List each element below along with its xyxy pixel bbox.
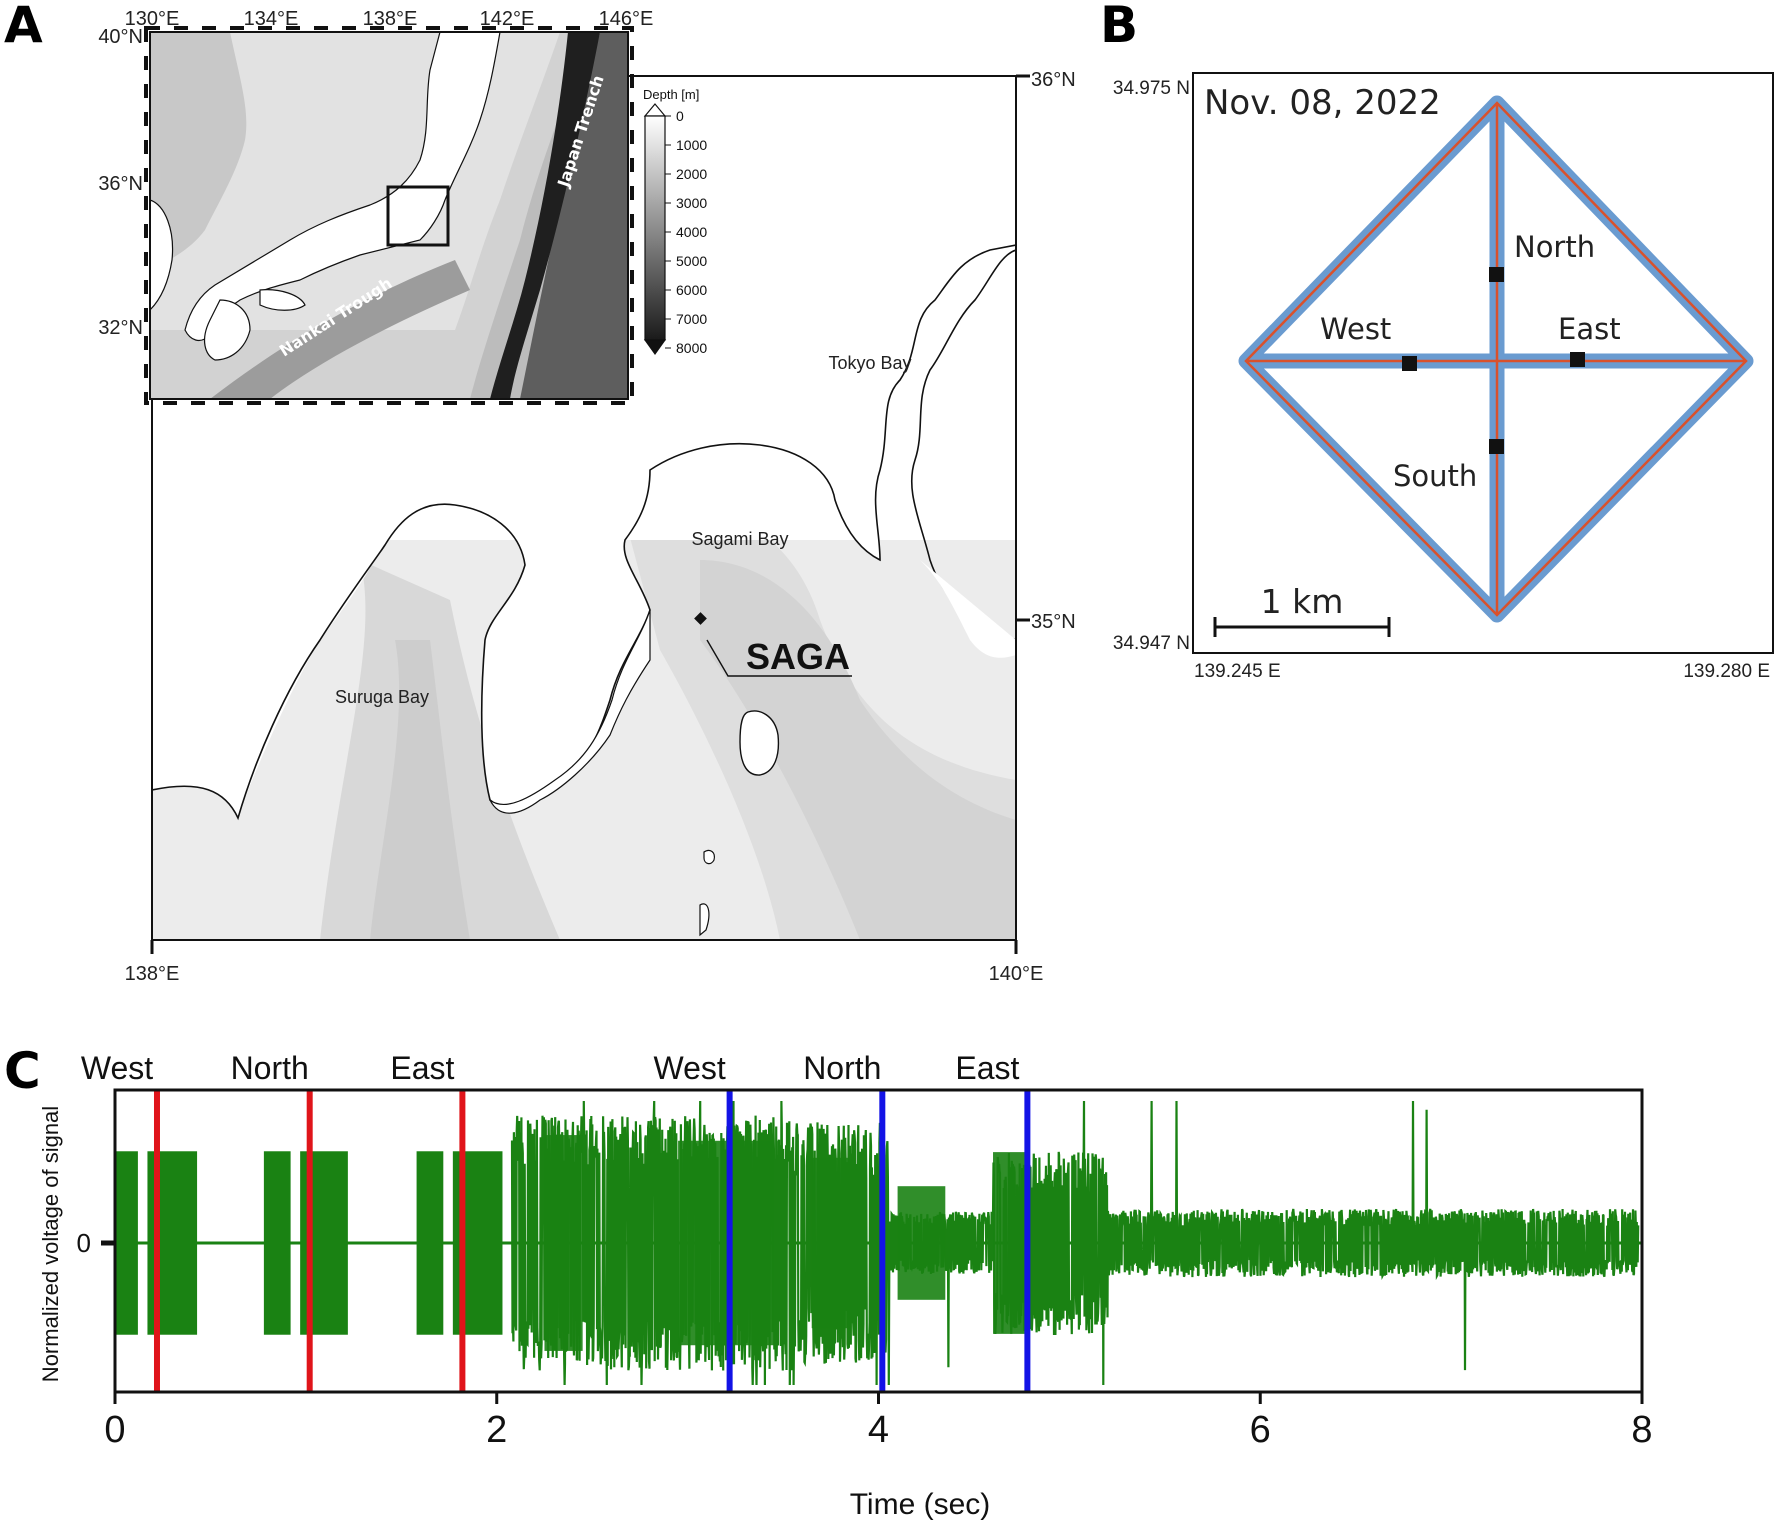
depth-legend-value: 6000 bbox=[676, 282, 707, 298]
marker-label: East bbox=[955, 1050, 1019, 1086]
main-lon-140: 140°E bbox=[989, 963, 1044, 985]
signal-block bbox=[544, 1135, 583, 1351]
scale-bar-label: 1 km bbox=[1261, 582, 1344, 621]
west-station-label: West bbox=[1320, 312, 1391, 346]
tokyo-bay-label: Tokyo Bay bbox=[828, 353, 911, 373]
lon-right: 139.280 E bbox=[1683, 661, 1770, 682]
signal-block bbox=[897, 1186, 946, 1300]
panel-b: B Nov. 08, 2022 34.975 N 34.947 N 139.24… bbox=[1100, 0, 1774, 682]
scale-bar bbox=[1213, 617, 1391, 637]
lat-top: 34.975 N bbox=[1113, 78, 1190, 99]
marker-label: North bbox=[803, 1050, 881, 1086]
west-station-marker bbox=[1402, 356, 1417, 371]
suruga-bay-label: Suruga Bay bbox=[335, 687, 429, 707]
signal-block bbox=[678, 1140, 774, 1346]
main-lat-36: 36°N bbox=[1031, 69, 1076, 91]
inset-lat-32: 32°N bbox=[98, 317, 143, 339]
station-markers: West North East West North East bbox=[81, 1050, 1031, 1392]
x-axis-label: Time (sec) bbox=[850, 1488, 991, 1521]
south-station-label: South bbox=[1393, 459, 1477, 493]
station-label: SAGA bbox=[746, 636, 850, 677]
depth-legend-value: 1000 bbox=[676, 137, 707, 153]
marker-label: West bbox=[653, 1050, 725, 1086]
study-area-box bbox=[386, 185, 450, 247]
main-lat-35: 35°N bbox=[1031, 611, 1076, 633]
depth-legend-value: 7000 bbox=[676, 311, 707, 327]
y-tick-label: 0 bbox=[77, 1228, 91, 1258]
planned-route bbox=[1244, 101, 1748, 617]
inset-map: Japan Trench Nankai Trough 130°E 134°E 1… bbox=[98, 8, 707, 405]
panel-a-letter: A bbox=[4, 0, 43, 54]
sagami-bay-label: Sagami Bay bbox=[691, 529, 788, 549]
x-tick-label: 6 bbox=[1250, 1409, 1271, 1451]
east-station-marker bbox=[1570, 352, 1585, 367]
inset-lon-134: 134°E bbox=[244, 8, 299, 30]
lon-left: 139.245 E bbox=[1194, 661, 1281, 682]
inset-lon-130: 130°E bbox=[125, 8, 180, 30]
x-axis: 0 2 4 6 8 0 bbox=[77, 1228, 1653, 1451]
panel-c: C Normalized voltage of signal Time (sec… bbox=[4, 1042, 1653, 1521]
y-axis-label: Normalized voltage of signal bbox=[38, 1106, 63, 1382]
x-tick-label: 4 bbox=[868, 1409, 889, 1451]
survey-date: Nov. 08, 2022 bbox=[1204, 83, 1441, 123]
depth-legend-value: 5000 bbox=[676, 253, 707, 269]
depth-legend-value: 3000 bbox=[676, 195, 707, 211]
x-tick-label: 2 bbox=[486, 1409, 507, 1451]
x-tick-label: 8 bbox=[1631, 1409, 1652, 1451]
depth-legend-title: Depth [m] bbox=[643, 87, 699, 102]
signal-trace bbox=[115, 1100, 1642, 1386]
inset-lon-142: 142°E bbox=[480, 8, 535, 30]
north-station-label: North bbox=[1514, 230, 1595, 264]
south-station-marker bbox=[1489, 439, 1504, 454]
signal-block bbox=[811, 1157, 850, 1329]
signal-block bbox=[993, 1152, 1028, 1334]
east-station-label: East bbox=[1558, 312, 1621, 346]
main-lon-138: 138°E bbox=[125, 963, 180, 985]
marker-label: East bbox=[390, 1050, 454, 1086]
x-tick-label: 0 bbox=[104, 1409, 125, 1451]
depth-legend-value: 0 bbox=[676, 108, 684, 124]
lat-bottom: 34.947 N bbox=[1113, 633, 1190, 654]
depth-legend-value: 4000 bbox=[676, 224, 707, 240]
depth-legend: Depth [m] 0 1000 2000 3000 4000 5000 6000 7000 8… bbox=[643, 87, 707, 356]
inset-lat-40: 40°N bbox=[98, 26, 143, 48]
inset-lon-138: 138°E bbox=[363, 8, 418, 30]
north-station-marker bbox=[1489, 267, 1504, 282]
marker-label: West bbox=[81, 1050, 153, 1086]
inset-lon-146: 146°E bbox=[599, 8, 654, 30]
panel-c-letter: C bbox=[4, 1042, 41, 1100]
inset-lat-36: 36°N bbox=[98, 173, 143, 195]
depth-legend-value: 2000 bbox=[676, 166, 707, 182]
marker-label: North bbox=[231, 1050, 309, 1086]
panel-b-letter: B bbox=[1100, 0, 1138, 54]
depth-legend-value: 8000 bbox=[676, 340, 707, 356]
